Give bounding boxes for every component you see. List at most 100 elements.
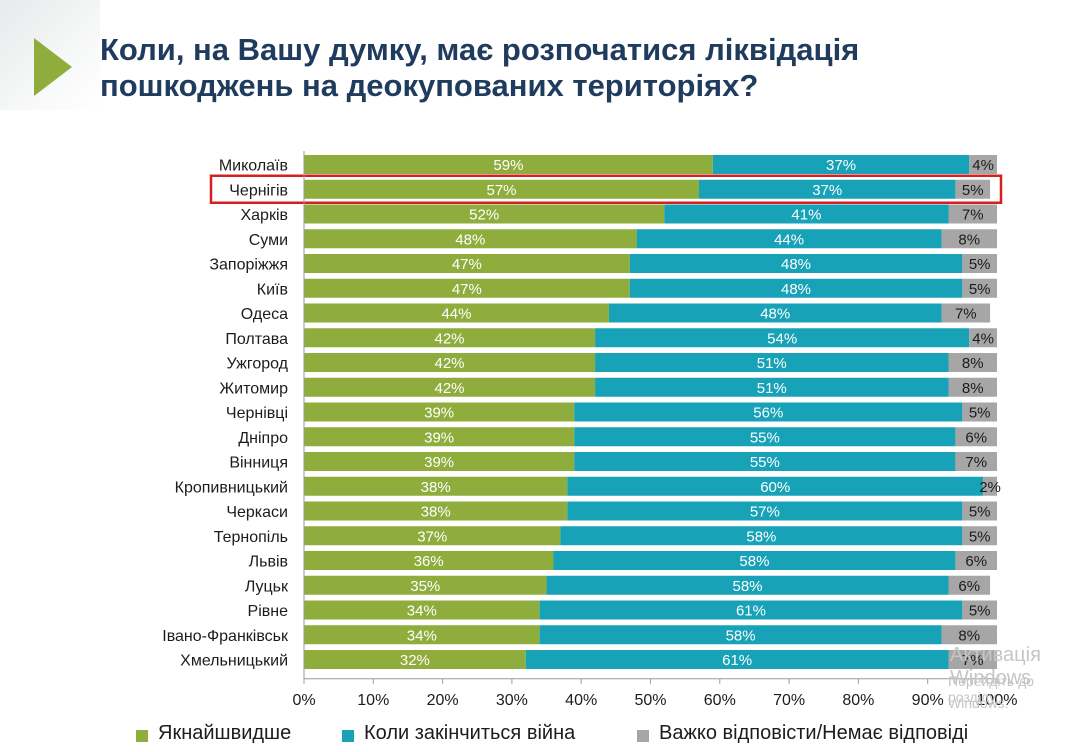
bar-segment-dont-know	[962, 600, 997, 620]
data-label-dont-know: 8%	[958, 231, 980, 248]
bar-segment-war-end	[539, 625, 942, 645]
windows-activation-watermark-line-2: Windows.	[948, 695, 1009, 711]
category-label: Кропивницький	[175, 479, 288, 496]
bar-segment-dont-know	[969, 155, 997, 174]
data-label-war-end: 58%	[733, 578, 763, 595]
bar-segment-asap	[304, 650, 526, 669]
category-label: Івано-Франківськ	[162, 628, 289, 645]
data-label-war-end: 48%	[760, 306, 790, 323]
bar-segment-dont-know	[948, 204, 997, 224]
bar-segment-asap	[304, 501, 568, 521]
bar-segment-dont-know	[941, 229, 997, 249]
bar-segment-asap	[304, 526, 561, 546]
bar-segment-asap	[304, 278, 630, 298]
data-label-dont-know: 8%	[962, 355, 984, 372]
bar-segment-war-end	[574, 402, 963, 422]
data-label-asap: 47%	[452, 256, 482, 273]
bar-segment-war-end	[546, 575, 949, 595]
data-label-asap: 36%	[414, 553, 444, 570]
bar-segment-war-end	[567, 501, 963, 521]
bar-segment-war-end	[636, 229, 942, 249]
x-tick-label: 10%	[357, 692, 389, 709]
data-label-war-end: 61%	[736, 603, 766, 620]
x-tick-label: 100%	[977, 692, 1018, 709]
category-label: Черкаси	[226, 504, 288, 521]
x-tick-label: 30%	[496, 692, 528, 709]
x-tick-label: 40%	[565, 692, 597, 709]
data-label-asap: 42%	[435, 380, 465, 397]
bar-segment-dont-know	[962, 526, 997, 546]
data-label-dont-know: 6%	[958, 578, 980, 595]
data-label-asap: 39%	[424, 454, 454, 471]
data-label-war-end: 58%	[726, 627, 756, 644]
data-label-dont-know: 5%	[969, 603, 991, 620]
data-label-war-end: 48%	[781, 256, 811, 273]
category-label: Одеса	[241, 306, 288, 323]
data-label-dont-know: 8%	[958, 627, 980, 644]
bar-segment-dont-know	[955, 179, 991, 199]
data-label-war-end: 51%	[757, 355, 787, 372]
data-label-war-end: 51%	[757, 380, 787, 397]
data-label-dont-know: 4%	[972, 330, 994, 347]
data-label-war-end: 58%	[739, 553, 769, 570]
data-label-asap: 39%	[424, 405, 454, 422]
x-tick-label: 80%	[842, 692, 874, 709]
data-label-war-end: 44%	[774, 231, 804, 248]
data-label-war-end: 57%	[750, 504, 780, 521]
data-label-asap: 47%	[452, 281, 482, 298]
data-label-dont-know: 5%	[969, 405, 991, 422]
data-label-dont-know: 5%	[969, 528, 991, 545]
bar-segment-dont-know	[941, 625, 997, 645]
bar-segment-war-end	[539, 600, 963, 620]
bar-segment-asap	[304, 452, 575, 471]
data-label-war-end: 37%	[826, 157, 856, 174]
bar-segment-dont-know	[948, 377, 997, 397]
bar-segment-dont-know	[955, 551, 997, 570]
data-label-dont-know: 8%	[962, 380, 984, 397]
bar-segment-dont-know	[962, 402, 997, 422]
bar-segment-war-end	[553, 551, 956, 570]
bar-segment-war-end	[629, 278, 963, 298]
category-label: Дніпро	[238, 430, 288, 447]
category-label: Львів	[249, 554, 288, 571]
data-label-dont-know: 4%	[972, 157, 994, 174]
legend-swatch-war-end	[342, 730, 354, 742]
data-label-war-end: 41%	[791, 207, 821, 224]
data-label-asap: 42%	[435, 355, 465, 372]
x-tick-label: 50%	[634, 692, 666, 709]
x-tick-label: 60%	[704, 692, 736, 709]
bar-segment-asap	[304, 155, 713, 174]
category-label: Харків	[240, 207, 288, 224]
data-label-asap: 34%	[407, 603, 437, 620]
bar-segment-dont-know	[983, 476, 997, 496]
stacked-bar-chart: Миколаїв 59% 37% 4% Чернігів 57% 37% 5% Харків 52…	[162, 151, 1018, 709]
bar-segment-asap	[304, 353, 596, 372]
category-label: Рівне	[248, 603, 289, 620]
data-label-asap: 42%	[435, 330, 465, 347]
data-label-war-end: 58%	[746, 528, 776, 545]
data-label-asap: 35%	[410, 578, 440, 595]
bar-segment-asap	[304, 551, 554, 570]
category-label: Полтава	[225, 331, 288, 348]
data-label-asap: 39%	[424, 429, 454, 446]
highlight-box	[209, 174, 1003, 204]
bar-segment-asap	[304, 204, 665, 224]
category-label: Житомир	[219, 380, 288, 397]
data-label-asap: 48%	[455, 231, 485, 248]
bar-segment-dont-know	[962, 501, 997, 521]
bar-segment-dont-know	[948, 575, 991, 595]
bar-segment-asap	[304, 427, 575, 447]
data-label-war-end: 55%	[750, 429, 780, 446]
bar-segment-asap	[304, 229, 637, 249]
x-tick-label: 20%	[427, 692, 459, 709]
data-label-dont-know: 7%	[965, 454, 987, 471]
data-label-asap: 57%	[486, 182, 516, 199]
bar-segment-dont-know	[955, 427, 997, 447]
category-label: Тернопіль	[214, 529, 288, 546]
data-label-dont-know: 7%	[955, 306, 977, 323]
chart-title-line-1: Коли, на Вашу думку, має розпочатися лік…	[100, 32, 860, 67]
bar-segment-asap	[304, 254, 630, 273]
bar-segment-war-end	[560, 526, 963, 546]
bar-segment-war-end	[574, 427, 956, 447]
category-label: Луцьк	[245, 578, 289, 595]
